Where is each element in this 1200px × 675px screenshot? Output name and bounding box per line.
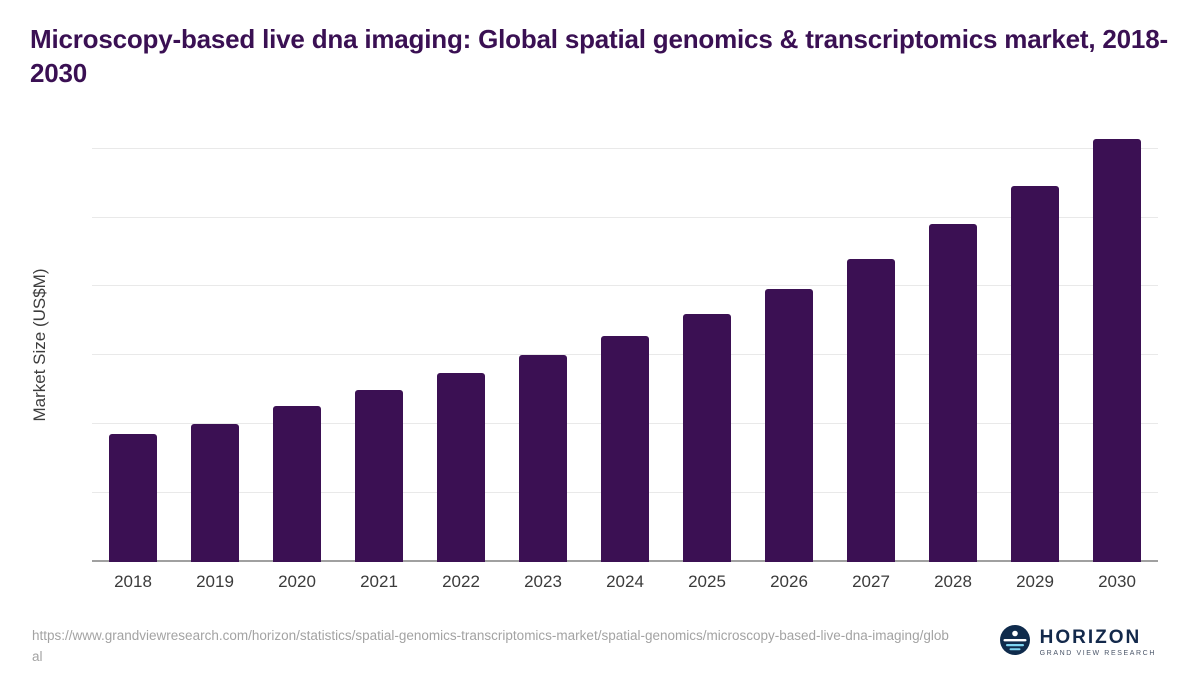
horizon-wordmark: HORIZON: [1039, 626, 1142, 648]
x-tick-label-2020: 2020: [278, 572, 316, 591]
bar-2030: [1093, 139, 1141, 562]
bar-series: [92, 128, 1158, 562]
source-url: https://www.grandviewresearch.com/horizo…: [32, 628, 949, 664]
bar-cell: [92, 128, 174, 562]
x-tick-label-2027: 2027: [852, 572, 890, 591]
bar-cell: [912, 128, 994, 562]
gridline: [92, 147, 1158, 149]
bar-2019: [191, 424, 239, 562]
x-tick-label-2021: 2021: [360, 572, 398, 591]
bar-2028: [929, 224, 977, 562]
bar-2024: [601, 336, 649, 562]
x-tick-label-2024: 2024: [606, 572, 644, 591]
chart-title: Microscopy-based live dna imaging: Globa…: [30, 24, 1168, 89]
bar-cell: [174, 128, 256, 562]
y-axis: Market Size (US$M): [12, 128, 68, 562]
horizon-logo: HORIZON GRAND VIEW RESEARCH: [999, 624, 1156, 661]
bar-cell: [666, 128, 748, 562]
bar-chart-plot-area: [92, 128, 1158, 562]
horizon-logo-text: HORIZON GRAND VIEW RESEARCH: [1039, 626, 1156, 658]
bar-2023: [519, 355, 567, 562]
bar-2018: [109, 433, 157, 562]
x-tick-labels: 2018 2019 2020 2021 2022 2023 2024 2025 2026 2027…: [92, 572, 1158, 592]
bar-cell: [502, 128, 584, 562]
bar-cell: [748, 128, 830, 562]
x-tick-label-2023: 2023: [524, 572, 562, 591]
bar-2026: [765, 289, 813, 562]
x-tick-label-2019: 2019: [196, 572, 234, 591]
bar-cell: [584, 128, 666, 562]
gridline: [92, 285, 1158, 287]
grand-view-research-subtext: GRAND VIEW RESEARCH: [1039, 650, 1156, 658]
bar-cell: [338, 128, 420, 562]
bar-cell: [256, 128, 338, 562]
bar-cell: [830, 128, 912, 562]
bar-2022: [437, 373, 485, 562]
bar-cell: [420, 128, 502, 562]
bar-cell: [994, 128, 1076, 562]
x-tick-label-2030: 2030: [1098, 572, 1136, 591]
x-tick-label-2018: 2018: [114, 572, 152, 591]
x-tick-label-2028: 2028: [934, 572, 972, 591]
bar-2029: [1011, 185, 1059, 562]
x-tick-label-2026: 2026: [770, 572, 808, 591]
bar-2025: [683, 314, 731, 562]
x-tick-label-2025: 2025: [688, 572, 726, 591]
horizon-globe-icon: [999, 624, 1031, 661]
bar-cell: [1076, 128, 1158, 562]
x-tick-label-2029: 2029: [1016, 572, 1054, 591]
bar-2021: [355, 389, 403, 562]
bar-2027: [847, 258, 895, 562]
bar-2020: [273, 406, 321, 562]
y-axis-label: Market Size (US$M): [30, 268, 49, 422]
gridline: [92, 216, 1158, 218]
x-tick-label-2022: 2022: [442, 572, 480, 591]
